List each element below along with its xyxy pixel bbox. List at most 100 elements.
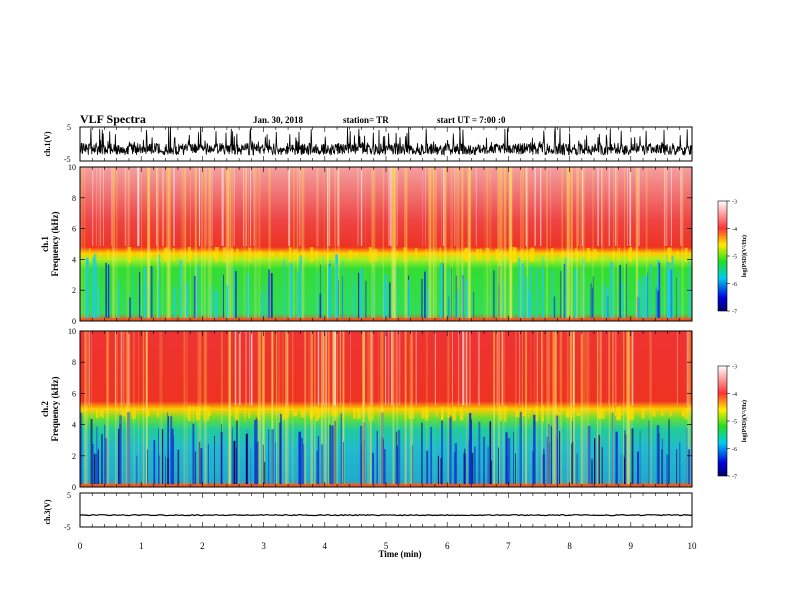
spectrogram-streak <box>615 252 617 258</box>
spectrogram-streak <box>491 460 492 484</box>
spectrogram-streak <box>410 331 413 487</box>
spectrogram-streak <box>606 288 609 319</box>
spectrogram-streak <box>645 275 648 319</box>
spectrogram-streak <box>628 406 632 421</box>
spectrogram-streak <box>454 167 456 247</box>
ch2-colorbar <box>717 365 728 477</box>
time-tick-label: 7 <box>506 541 511 551</box>
spectrogram-streak <box>679 442 681 485</box>
spectrogram-streak <box>257 441 259 484</box>
spectrogram-streak <box>162 167 164 247</box>
spectrogram-streak <box>334 331 336 406</box>
spectrogram-streak <box>588 331 590 487</box>
spectrogram-streak <box>123 331 125 406</box>
spectrogram-streak <box>564 257 567 319</box>
spectrogram-streak <box>464 247 469 262</box>
time-tick-label: 6 <box>445 541 450 551</box>
spectrogram-streak <box>522 411 527 417</box>
spectrogram-streak <box>113 167 115 321</box>
spectrogram-streak <box>521 331 523 487</box>
spectrogram-streak <box>95 167 97 247</box>
spectrogram-streak <box>464 448 466 484</box>
spectrogram-streak <box>189 167 191 321</box>
spectrogram-streak <box>124 167 126 247</box>
colorbar-tick-label: -3 <box>732 200 737 206</box>
spectrogram-streak <box>576 411 581 416</box>
spectrogram-streak <box>365 280 367 318</box>
spectrogram-streak <box>323 256 324 319</box>
spectrogram-streak <box>430 426 432 485</box>
spectrogram-streak <box>560 270 562 318</box>
spectrogram-streak <box>624 434 627 485</box>
spectrogram-streak <box>459 406 464 421</box>
spectrogram-streak <box>465 454 467 485</box>
spectrogram-streak <box>285 331 288 487</box>
spectrogram-streak <box>630 407 635 420</box>
spectrogram-streak <box>541 405 545 422</box>
spectrogram-streak <box>525 331 527 487</box>
spectrogram-streak <box>80 167 83 321</box>
spectrogram-streak <box>372 331 374 406</box>
spectrogram-streak <box>235 448 237 485</box>
spectrogram-streak <box>571 417 573 485</box>
spectrogram-streak <box>261 331 265 487</box>
spectrogram-streak <box>396 445 399 485</box>
spectrogram-streak <box>421 422 423 484</box>
ch1-ytick-bottom: -5 <box>64 155 71 164</box>
spectrogram-streak <box>318 409 321 418</box>
spectrogram-streak <box>376 430 378 485</box>
spectrogram-streak <box>668 419 670 484</box>
spectrogram-streak <box>471 452 474 484</box>
spectrogram-streak <box>231 167 233 321</box>
spectrogram-streak <box>477 331 479 406</box>
spectrogram-streak <box>326 252 330 258</box>
spectrogram-streak <box>593 249 597 261</box>
spectrogram-streak <box>92 167 94 247</box>
spectrogram-streak <box>315 271 317 319</box>
freq-tick-label: 6 <box>72 389 76 398</box>
spectrogram-streak <box>667 272 670 319</box>
spectrogram-streak <box>325 331 328 406</box>
spectrogram-streak <box>453 251 455 259</box>
spectrogram-streak <box>599 408 602 419</box>
spectrogram-streak <box>377 331 379 487</box>
spectrogram-streak <box>656 425 660 485</box>
spectrogram-streak <box>497 331 501 487</box>
spectrogram-streak <box>253 167 255 247</box>
spectrogram-streak <box>337 167 340 321</box>
spectrogram-streak <box>393 266 397 319</box>
spectrogram-streak <box>454 443 458 485</box>
spectrogram-streak <box>612 167 615 321</box>
spectrogram-streak <box>601 167 604 321</box>
spectrogram-streak <box>301 167 304 321</box>
spectrogram-streak <box>146 331 148 487</box>
ch1-waveform-panel: 5 -5 ch.1(V) <box>43 123 693 164</box>
spectrogram-streak <box>525 167 527 247</box>
spectrogram-streak <box>570 167 573 321</box>
spectrogram-streak <box>507 437 511 485</box>
spectrogram-streak <box>339 331 342 406</box>
spectrogram-streak <box>484 167 486 321</box>
spectrogram-streak <box>404 167 406 321</box>
spectrogram-streak <box>250 331 253 406</box>
spectrogram-streak <box>236 419 238 484</box>
ch1-colorbar-label: log(PSD)(V²/Hz) <box>741 235 748 277</box>
spectrogram-streak <box>128 331 130 406</box>
spectrogram-streak <box>535 267 539 319</box>
spectrogram-streak <box>575 248 577 262</box>
spectrogram-streak <box>396 167 398 247</box>
spectrogram-streak <box>371 406 374 421</box>
spectrogram-streak <box>255 417 258 485</box>
spectrogram-streak <box>619 265 621 318</box>
time-tick-label: 8 <box>567 541 572 551</box>
spectrogram-streak <box>171 428 174 485</box>
spectrogram-streak <box>271 331 273 406</box>
spectrogram-streak <box>143 267 147 319</box>
spectrogram-streak <box>499 167 503 321</box>
spectrogram-streak <box>313 411 315 416</box>
spectrogram-streak <box>292 331 294 487</box>
spectrogram-streak <box>465 331 468 406</box>
spectrogram-streak <box>499 406 503 421</box>
spectrogram-streak <box>615 167 617 247</box>
